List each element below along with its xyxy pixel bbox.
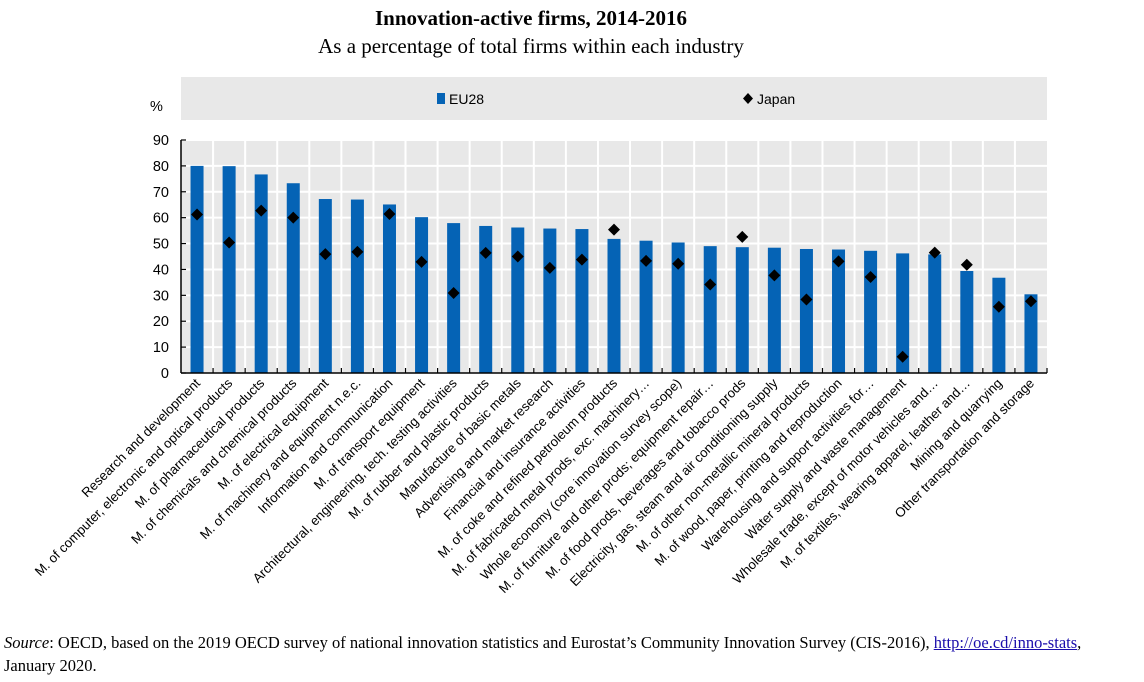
japan-marker [255,204,268,217]
japan-marker [928,246,941,259]
eu28-bar [703,246,717,373]
eu28-bar [607,238,621,373]
japan-marker [800,293,813,306]
eu28-bar [286,183,300,373]
japan-marker [543,261,556,274]
legend-japan-label: Japan [757,91,795,107]
japan-marker [1024,295,1037,308]
y-tick-label: 30 [153,288,169,304]
japan-marker [479,246,492,259]
y-tick-label: 20 [153,314,169,330]
eu28-bar [832,249,846,373]
y-tick-label: 90 [153,133,169,149]
eu28-bar [350,199,364,373]
legend-eu28-swatch-icon [437,93,445,104]
japan-marker [832,255,845,268]
y-tick-label: 10 [153,340,169,356]
eu28-bar [639,240,653,373]
y-tick-label: 0 [161,366,169,382]
eu28-bar [735,247,749,373]
chart-title: Innovation-active firms, 2014-2016 [374,6,688,30]
japan-marker [223,236,236,249]
y-tick-label: 70 [153,185,169,201]
japan-marker [768,269,781,282]
japan-marker [575,253,588,266]
japan-marker [287,211,300,224]
eu28-bar [960,270,974,373]
eu28-bar [511,227,525,373]
y-tick-label: 80 [153,159,169,175]
japan-marker [608,223,620,236]
source-text-end: , January 2020. [4,633,1082,675]
eu28-bar [479,225,493,373]
source-text: : OECD, based on the 2019 OECD survey of… [49,633,934,652]
y-axis-ticks: 0 10 20 30 40 50 60 70 80 90 [153,133,186,382]
y-axis-unit-label: % [150,99,163,115]
eu28-bar [415,217,429,373]
chart-subtitle: As a percentage of total firms within ea… [318,34,744,58]
japan-marker [319,248,332,261]
eu28-bar [928,254,942,373]
y-tick-label: 60 [153,211,169,227]
japan-marker [351,245,364,258]
japan-marker [704,278,717,291]
eu28-bar [382,204,396,373]
japan-marker [415,255,428,268]
japan-marker [383,208,396,221]
eu28-bar [575,229,589,373]
japan-marker [640,254,653,267]
eu28-bar [318,199,332,373]
eu28-bar [799,248,813,373]
eu28-bar [254,174,268,373]
source-link[interactable]: http://oe.cd/inno-stats [933,633,1078,652]
eu28-bar [992,277,1006,373]
eu28-bar [543,228,557,373]
legend-japan-diamond-icon [743,93,753,104]
japan-markers [191,204,1037,363]
japan-marker [864,270,877,283]
eu28-bar [896,253,910,373]
chart: % EU28 Japan 0 10 20 30 40 50 60 70 80 90 Researc… [32,77,1048,596]
japan-marker [992,300,1005,313]
japan-marker [736,230,749,243]
japan-marker [511,250,524,263]
japan-marker [191,208,204,221]
source-note: Source: OECD, based on the 2019 OECD sur… [4,631,1124,677]
source-label: Source [4,633,50,652]
eu28-bar [190,165,204,373]
y-tick-label: 50 [153,237,169,253]
eu28-bar [222,166,236,373]
japan-marker [960,258,973,271]
legend-eu28-label: EU28 [449,91,484,107]
y-tick-label: 40 [153,262,169,278]
eu28-bar [864,250,878,373]
legend: % EU28 Japan [150,77,1047,120]
eu28-bar [1024,294,1038,373]
axes [180,140,1048,374]
legend-background [181,77,1047,120]
eu28-bar [767,247,781,373]
eu28-bars [190,165,1038,373]
eu28-bar [671,242,685,373]
japan-marker [896,350,909,363]
japan-marker [447,287,460,300]
japan-marker [672,257,685,270]
